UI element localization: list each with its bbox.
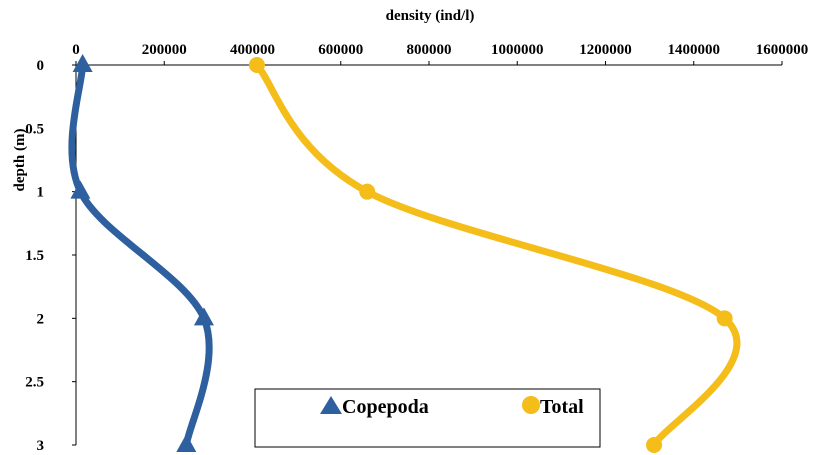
y-tick-label: 2.5: [25, 375, 44, 391]
y-tick-label: 1.5: [25, 248, 44, 264]
data-point-total: [716, 310, 733, 327]
data-point-copepoda: [72, 54, 93, 72]
data-point-total: [646, 437, 663, 453]
legend-box: [254, 388, 601, 448]
y-tick-label: 0: [37, 58, 45, 74]
legend-label-total: Total: [540, 396, 584, 418]
legend-marker-copepoda: [320, 396, 342, 414]
x-tick-label: 200000: [142, 42, 187, 58]
data-point-total: [248, 57, 265, 73]
legend-marker-total: [522, 396, 540, 414]
data-point-copepoda: [193, 307, 214, 326]
x-tick-label: 1600000: [756, 42, 809, 58]
x-tick-label: 1000000: [491, 42, 544, 58]
legend-label-copepoda: Copepoda: [342, 396, 429, 418]
data-point-copepoda: [176, 434, 197, 452]
x-tick-label: 1400000: [668, 42, 721, 58]
x-tick-label: 1200000: [579, 42, 632, 58]
data-point-total: [359, 183, 376, 200]
x-tick-label: 600000: [318, 42, 363, 58]
y-axis-title: depth (m): [12, 129, 28, 192]
series-line-copepoda: [68, 61, 213, 449]
data-point-copepoda: [70, 180, 91, 199]
y-tick-label: 0.5: [25, 121, 44, 137]
y-tick-label: 1: [37, 185, 45, 201]
x-tick-label: 0: [72, 42, 80, 58]
legend: Copepoda Total: [254, 388, 601, 448]
x-axis-title: density (ind/l): [386, 8, 475, 24]
x-tick-label: 800000: [407, 42, 452, 58]
series-line-total: [253, 61, 741, 449]
x-tick-label: 400000: [230, 42, 275, 58]
y-tick-label: 2: [37, 311, 45, 327]
series-layer: [68, 54, 741, 453]
y-tick-label: 3: [37, 438, 45, 454]
axes: 0 200000 400000 600000 800000 1000000 1200000 1…: [25, 42, 808, 454]
